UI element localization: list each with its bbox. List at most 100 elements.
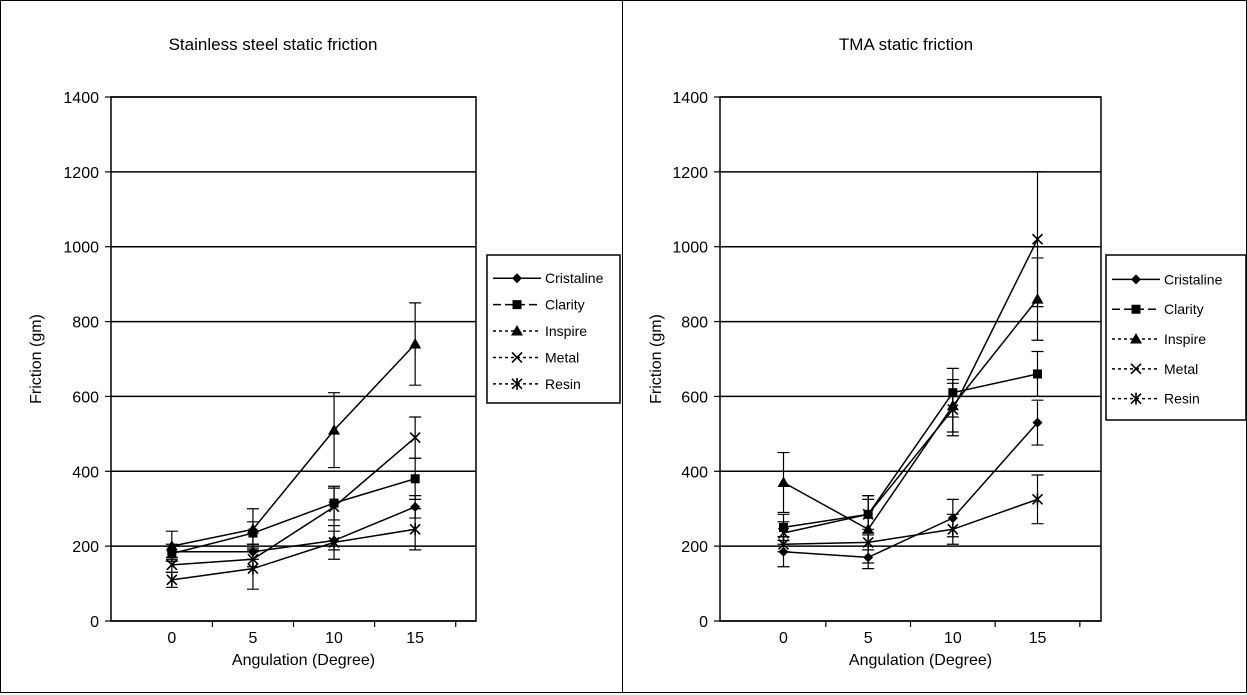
legend-marker	[1130, 363, 1142, 375]
series-inspire	[777, 257, 1044, 564]
chart-panel-stainless: Stainless steel static friction 0 200 400 60…	[0, 0, 623, 693]
data-point	[1031, 233, 1044, 245]
y-tick-label: 1400	[672, 90, 708, 107]
y-tick-label: 800	[681, 315, 708, 332]
y-tick-label: 600	[72, 389, 99, 406]
data-point	[409, 338, 422, 349]
legend-box	[1105, 254, 1247, 421]
data-point	[862, 536, 874, 549]
data-point	[328, 424, 341, 435]
series-line	[783, 373, 1038, 529]
data-point	[165, 540, 178, 551]
chart-title: Stainless steel static friction	[169, 35, 378, 54]
x-tick-label: 10	[944, 630, 962, 647]
series-line	[171, 528, 416, 581]
y-tick-label: 0	[699, 614, 708, 631]
legend-label: Inspire	[1164, 331, 1206, 347]
legend-label: Metal	[545, 349, 579, 365]
x-axis-label: Angulation (Degree)	[849, 652, 992, 669]
series-line	[171, 343, 416, 547]
data-point	[166, 559, 178, 571]
legend-marker	[511, 351, 523, 364]
plot-area	[110, 96, 477, 622]
legend-marker	[512, 300, 522, 310]
series-line	[171, 506, 416, 553]
data-point	[328, 536, 340, 549]
y-tick-label: 0	[90, 614, 99, 631]
series-line	[171, 437, 416, 566]
data-point	[862, 508, 874, 520]
data-point	[947, 523, 959, 536]
legend-marker	[512, 273, 522, 284]
x-tick-label: 15	[406, 630, 424, 647]
legend-marker	[1130, 392, 1142, 405]
y-tick-label: 600	[681, 389, 708, 406]
x-tick-label: 5	[864, 630, 873, 647]
legend-label: Clarity	[545, 297, 585, 313]
legend-label: Cristaline	[545, 270, 604, 286]
legend: Cristaline Clarity Inspire Metal Resin	[486, 254, 621, 404]
y-axis-label: Friction (gm)	[28, 314, 45, 404]
x-tick-label: 10	[325, 630, 343, 647]
plot-area	[719, 96, 1102, 622]
data-point	[1033, 369, 1042, 379]
legend-marker	[511, 377, 523, 390]
y-tick-label: 1400	[63, 90, 99, 107]
series-clarity	[777, 350, 1044, 542]
x-tick-label: 0	[779, 630, 788, 647]
y-tick-label: 1200	[63, 165, 99, 182]
series-resin	[777, 474, 1044, 553]
series-line	[783, 498, 1038, 546]
legend-marker	[1131, 304, 1141, 314]
y-tick-label: 1200	[672, 165, 708, 182]
data-point	[947, 403, 959, 416]
x-tick-label: 15	[1029, 630, 1047, 647]
legend-label: Clarity	[1164, 301, 1204, 317]
series-line	[783, 238, 1039, 534]
data-point	[166, 573, 178, 586]
data-point	[1031, 493, 1044, 506]
y-tick-label: 400	[72, 464, 99, 481]
series-inspire	[165, 302, 422, 562]
y-tick-label: 200	[72, 539, 99, 556]
data-point	[409, 523, 421, 536]
y-axis-label: Friction (gm)	[648, 314, 665, 404]
x-tick-label: 0	[167, 630, 176, 647]
chart-panel-tma: TMA static friction 0 200 400 600 800 1000 1200…	[622, 0, 1247, 693]
legend-label: Cristaline	[1164, 271, 1223, 287]
y-tick-label: 400	[681, 464, 708, 481]
series-line	[783, 298, 1039, 531]
series-cristaline	[165, 495, 422, 560]
legend-label: Inspire	[545, 323, 587, 339]
chart-title: TMA static friction	[839, 35, 973, 54]
data-point	[777, 476, 790, 488]
data-point	[328, 501, 340, 513]
legend-marker	[1130, 333, 1142, 344]
data-point	[409, 432, 421, 444]
data-point	[246, 523, 259, 534]
y-tick-label: 1000	[672, 240, 708, 257]
data-point	[410, 474, 420, 484]
legend-box	[486, 254, 621, 404]
y-tick-label: 200	[681, 539, 708, 556]
series-metal	[777, 171, 1044, 545]
legend-label: Resin	[545, 376, 581, 392]
series-metal	[165, 416, 422, 573]
data-point	[247, 562, 259, 575]
series-line	[171, 478, 416, 555]
series-resin	[165, 508, 422, 590]
x-tick-label: 5	[248, 630, 257, 647]
chart-stainless-steel: Stainless steel static friction 0 200 400 60…	[28, 35, 621, 669]
data-point	[777, 538, 790, 551]
y-tick-label: 1000	[63, 240, 99, 257]
legend-label: Resin	[1164, 391, 1200, 407]
x-axis-label: Angulation (Degree)	[232, 652, 375, 669]
y-tick-label: 800	[72, 315, 99, 332]
series-line	[783, 422, 1039, 559]
chart-tma: TMA static friction 0 200 400 600 800 1000 1200…	[648, 35, 1247, 669]
legend-marker	[1131, 274, 1141, 285]
data-point	[410, 501, 421, 512]
legend-label: Metal	[1164, 361, 1198, 377]
legend: Cristaline Clarity Inspire Metal Resin	[1105, 254, 1247, 421]
data-point	[1032, 417, 1043, 428]
